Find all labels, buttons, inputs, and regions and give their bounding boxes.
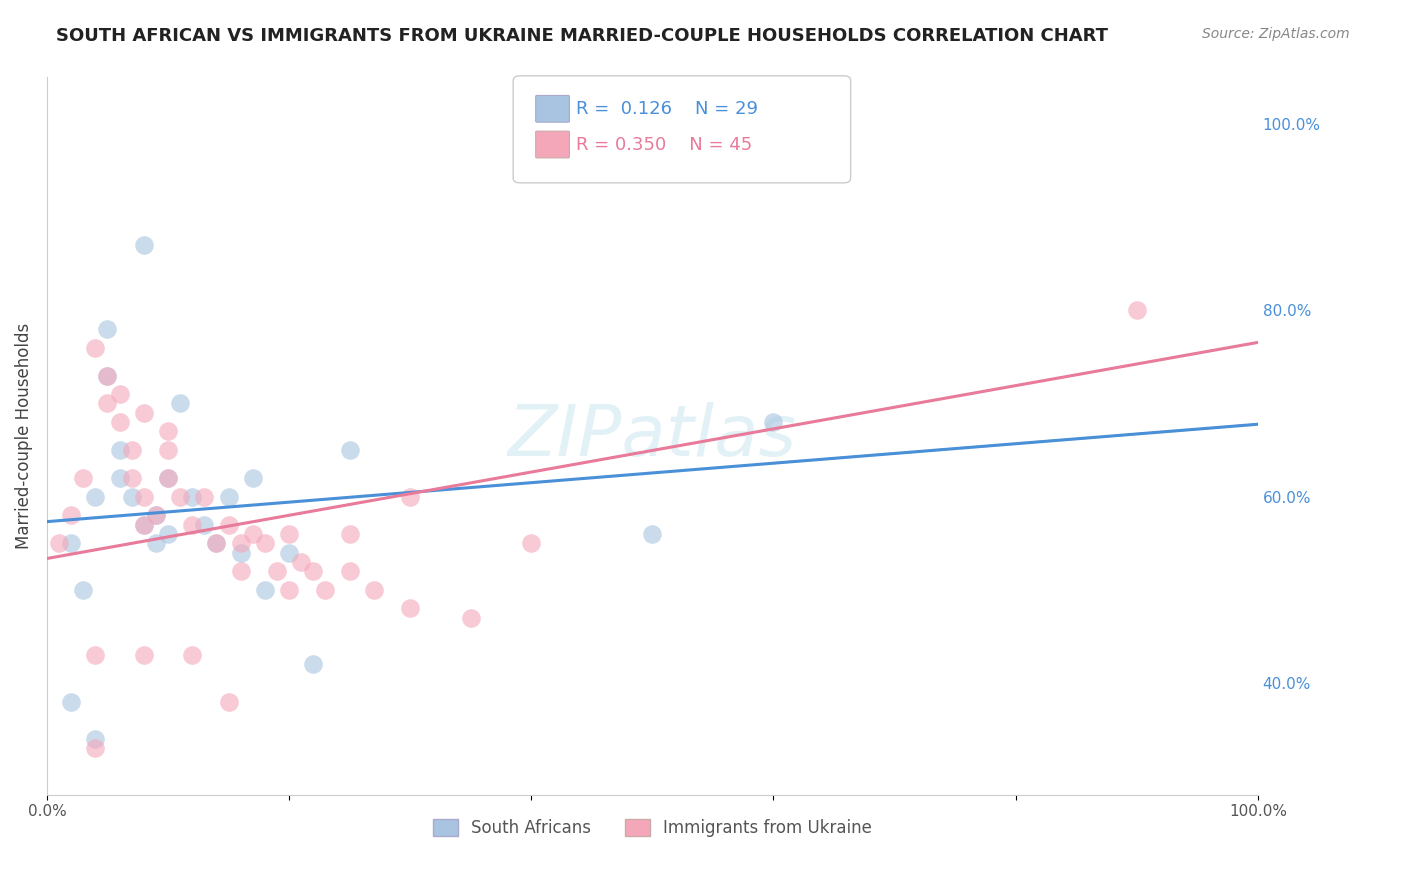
Point (145, 508, 167, 523)
Point (72, 471, 94, 485)
Text: R =  0.126    N = 29: R = 0.126 N = 29 (576, 100, 758, 118)
Text: SOUTH AFRICAN VS IMMIGRANTS FROM UKRAINE MARRIED-COUPLE HOUSEHOLDS CORRELATION C: SOUTH AFRICAN VS IMMIGRANTS FROM UKRAINE… (56, 27, 1108, 45)
Point (302, 564, 325, 578)
Point (108, 443, 131, 458)
Point (96, 322, 118, 336)
Point (520, 536, 543, 550)
Point (193, 490, 215, 504)
Point (181, 517, 204, 532)
Point (253, 536, 276, 550)
Point (266, 564, 288, 578)
Point (218, 517, 240, 532)
Point (302, 657, 325, 672)
Point (1125, 303, 1147, 318)
Point (156, 527, 179, 541)
Point (290, 555, 312, 569)
Point (253, 582, 276, 597)
Point (399, 490, 422, 504)
Point (96, 368, 118, 383)
Point (229, 536, 252, 550)
Point (48, 536, 70, 550)
Point (762, 415, 785, 429)
Point (60, 536, 83, 550)
Point (641, 527, 664, 541)
Point (96, 396, 118, 410)
Point (278, 545, 301, 559)
Text: R = 0.350    N = 45: R = 0.350 N = 45 (576, 136, 752, 153)
Point (229, 564, 252, 578)
Point (132, 517, 155, 532)
Point (121, 490, 143, 504)
Point (121, 443, 143, 458)
Point (132, 517, 155, 532)
Point (218, 490, 240, 504)
Point (339, 564, 361, 578)
Point (242, 527, 264, 541)
Point (132, 490, 155, 504)
Point (156, 471, 179, 485)
Point (278, 582, 301, 597)
Point (339, 527, 361, 541)
Point (156, 425, 179, 439)
Point (229, 545, 252, 559)
Point (84, 341, 107, 355)
Y-axis label: Married-couple Households: Married-couple Households (15, 323, 32, 549)
Text: ZIPatlas: ZIPatlas (508, 401, 797, 471)
Legend: South Africans, Immigrants from Ukraine: South Africans, Immigrants from Ukraine (426, 813, 879, 844)
Point (278, 527, 301, 541)
Point (205, 536, 228, 550)
Point (84, 741, 107, 756)
Point (181, 648, 204, 662)
Point (60, 694, 83, 708)
Point (156, 471, 179, 485)
Point (242, 471, 264, 485)
Point (218, 694, 240, 708)
Point (205, 536, 228, 550)
Point (399, 601, 422, 615)
Point (339, 443, 361, 458)
Point (169, 396, 191, 410)
Point (145, 508, 167, 523)
Point (108, 387, 131, 401)
Point (108, 471, 131, 485)
Point (84, 490, 107, 504)
Point (60, 508, 83, 523)
Point (84, 648, 107, 662)
Point (108, 415, 131, 429)
Point (156, 443, 179, 458)
Point (169, 490, 191, 504)
Point (121, 471, 143, 485)
Point (314, 582, 336, 597)
Point (460, 611, 482, 625)
Point (84, 731, 107, 746)
Point (145, 536, 167, 550)
Point (72, 582, 94, 597)
Point (96, 368, 118, 383)
Point (363, 582, 385, 597)
Point (181, 490, 204, 504)
Point (193, 517, 215, 532)
Text: Source: ZipAtlas.com: Source: ZipAtlas.com (1202, 27, 1350, 41)
Point (132, 648, 155, 662)
Point (132, 238, 155, 252)
Point (132, 406, 155, 420)
